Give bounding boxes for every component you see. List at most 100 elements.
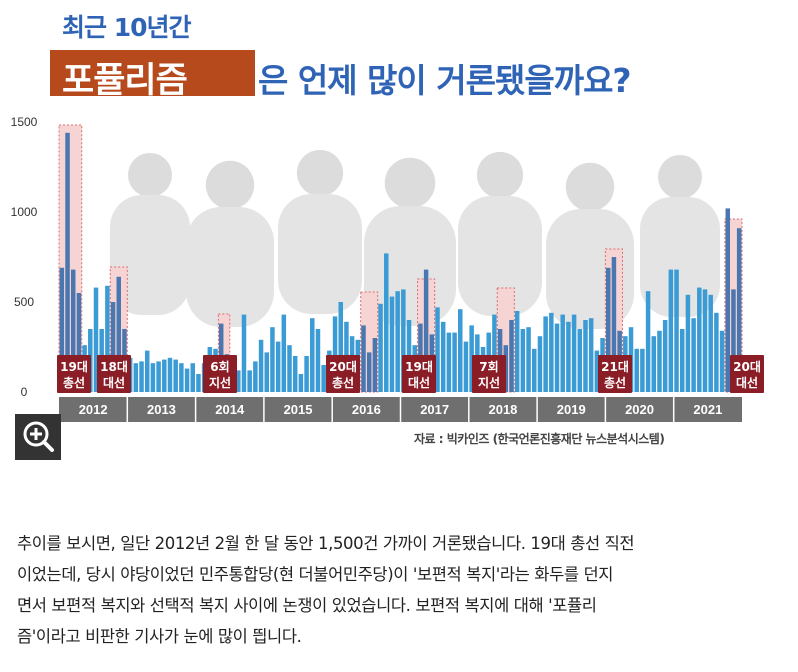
bar	[526, 327, 531, 392]
election-label-line2: 지선	[209, 375, 231, 390]
highlight-box	[217, 313, 231, 393]
bar	[196, 374, 201, 392]
bar	[70, 269, 76, 392]
y-tick-label: 0	[21, 385, 28, 399]
bar	[566, 321, 571, 392]
crowd-body	[278, 194, 362, 314]
election-label-line1: 21대	[601, 360, 629, 374]
crowd-body	[110, 195, 190, 315]
bar	[731, 289, 736, 392]
election-label-line1: 19대	[60, 360, 88, 374]
bar	[253, 361, 258, 392]
zoom-in-icon	[23, 421, 54, 452]
election-label-line1: 20대	[329, 360, 357, 374]
bar	[321, 365, 326, 392]
crowd-head	[205, 160, 255, 210]
paragraph-line: 이었는데, 당시 야당이었던 민주통합당(현 더불어민주당)이 '보편적 복지'…	[17, 565, 614, 584]
bar	[281, 314, 287, 392]
bar	[133, 363, 139, 392]
bar	[674, 269, 679, 392]
bar	[190, 363, 195, 392]
bar	[697, 287, 702, 392]
bar	[520, 329, 526, 392]
crowd-body	[186, 207, 274, 327]
x-tick-label: 2013	[147, 402, 176, 417]
bar	[611, 257, 617, 392]
election-label-line2: 지선	[478, 375, 500, 390]
bar	[162, 359, 167, 392]
bar	[304, 356, 309, 392]
election-label-box	[203, 355, 237, 393]
bar	[366, 352, 372, 392]
bar	[469, 325, 474, 392]
bar	[236, 370, 241, 392]
bar	[571, 314, 577, 392]
bar	[310, 318, 315, 392]
bar	[532, 348, 537, 392]
bar	[702, 289, 708, 392]
bar	[93, 287, 99, 392]
bar	[264, 352, 269, 392]
x-tick-label: 2021	[693, 402, 722, 417]
bar	[275, 341, 281, 392]
bar	[657, 330, 662, 392]
bar	[446, 332, 452, 392]
bar	[144, 350, 150, 392]
article-body: 추이를 보시면, 일단 2012년 2월 한 달 동안 1,500건 가까이 거…	[17, 528, 787, 652]
bar	[139, 361, 144, 392]
bar-chart: 15001000500019대총선18대대선6회지선20대총선19대대선7회지선…	[11, 115, 764, 422]
election-label-line1: 6회	[210, 359, 229, 374]
bar	[492, 314, 497, 392]
bar	[292, 356, 298, 392]
bar	[173, 359, 178, 392]
election-label-box	[402, 355, 436, 393]
zoom-button[interactable]	[15, 414, 61, 460]
bar	[423, 269, 429, 392]
crowd-head	[476, 151, 524, 199]
bar	[514, 311, 520, 392]
bar	[452, 332, 457, 392]
bar	[577, 329, 583, 392]
bar	[378, 303, 383, 392]
bar	[594, 350, 600, 392]
x-tick-label: 2019	[557, 402, 586, 417]
y-tick-label: 500	[14, 295, 34, 309]
bar	[270, 327, 275, 392]
crowd-head	[565, 162, 615, 212]
bar	[651, 336, 657, 392]
x-tick-label: 2012	[79, 402, 108, 417]
subtitle: 최근 10년간	[62, 13, 191, 42]
crowd-head	[296, 149, 344, 197]
election-label-line1: 20대	[733, 360, 761, 374]
bar	[668, 269, 674, 392]
header: 최근 10년간 포퓰리즘 은 언제 많이 거론됐을까요?	[0, 0, 798, 110]
bar	[537, 336, 543, 392]
bar	[65, 132, 70, 393]
paragraph-line: 즘'이라고 비판한 기사가 눈에 많이 띕니다.	[17, 627, 302, 646]
crowd-head	[658, 155, 702, 199]
bar	[298, 374, 304, 392]
bar	[509, 320, 514, 392]
election-label-line1: 18대	[100, 360, 128, 374]
bar	[315, 329, 321, 392]
bar	[679, 329, 685, 392]
bar	[549, 312, 554, 392]
x-tick-label: 2020	[625, 402, 654, 417]
election-label-box	[326, 355, 360, 393]
paragraph-line: 추이를 보시면, 일단 2012년 2월 한 달 동안 1,500건 가까이 거…	[17, 534, 635, 553]
bar	[338, 302, 343, 392]
bar	[76, 293, 82, 392]
bar	[395, 291, 400, 392]
election-label-box	[97, 355, 131, 393]
bar	[640, 348, 645, 392]
bar	[179, 363, 184, 392]
bar	[247, 370, 252, 392]
bar	[287, 345, 292, 392]
bar	[156, 361, 161, 392]
bar	[389, 296, 395, 392]
bar	[554, 323, 560, 392]
bar	[691, 318, 696, 392]
title-highlight: 포퓰리즘	[62, 61, 188, 101]
election-label-box	[598, 355, 632, 393]
bar	[736, 228, 742, 392]
